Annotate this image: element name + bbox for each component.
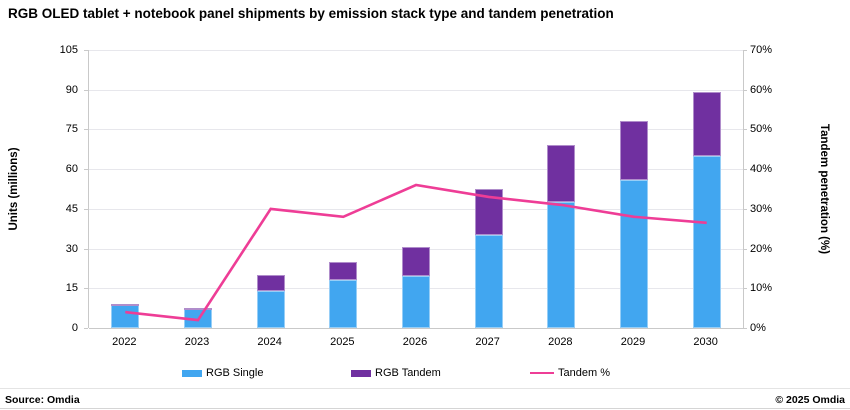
footer-divider: [0, 388, 850, 389]
axis-tick-mark: [743, 129, 747, 131]
x-axis-label-2026: 2026: [402, 336, 428, 348]
x-axis-label-2025: 2025: [330, 336, 355, 348]
right-axis-tick-label: 30%: [750, 202, 773, 215]
gridline: [89, 208, 743, 210]
axis-tick-mark: [84, 248, 88, 250]
left-axis-tick-label: 0: [71, 322, 78, 334]
left-axis-title: Units (millions): [8, 147, 20, 231]
right-axis-tick-label: 10%: [750, 282, 773, 295]
legend-item-tandem-%: Tandem %: [530, 363, 610, 383]
axis-tick-mark: [84, 129, 88, 131]
gridline: [89, 169, 743, 171]
x-axis-label-2027: 2027: [475, 336, 500, 348]
legend-label: RGB Tandem: [375, 367, 441, 379]
legend-swatch-icon: [351, 369, 371, 377]
x-axis-label-2029: 2029: [620, 336, 646, 348]
chart-title: RGB OLED tablet + notebook panel shipmen…: [8, 6, 614, 21]
gridline: [89, 129, 743, 131]
left-axis-tick-label: 90: [65, 83, 78, 96]
right-axis-tick-label: 70%: [750, 44, 773, 56]
gridline: [89, 89, 743, 91]
legend-swatch-icon: [182, 369, 202, 377]
tandem-line-layer: [125, 183, 707, 322]
left-axis-tick-label: 60: [65, 163, 78, 176]
bar-segment-rgb-single-2028: [547, 202, 576, 328]
gridline: [89, 50, 743, 51]
x-axis-label-2022: 2022: [112, 336, 137, 348]
right-axis-tick-label: 50%: [750, 123, 773, 136]
bar-segment-rgb-single-2030: [692, 155, 721, 328]
legend-item-rgb-tandem: RGB Tandem: [351, 363, 441, 383]
bar-segment-rgb-tandem-2025: [329, 261, 358, 281]
left-axis-tick-label: 15: [65, 282, 78, 295]
axis-tick-mark: [743, 169, 747, 171]
axis-tick-mark: [84, 89, 88, 91]
legend-line-marker-icon: [530, 371, 554, 375]
bar-segment-rgb-tandem-2028: [547, 145, 576, 203]
axis-tick-mark: [84, 288, 88, 290]
x-axis-label-2024: 2024: [257, 336, 282, 348]
bar-segment-rgb-single-2024: [256, 290, 285, 328]
axis-tick-mark: [743, 89, 747, 91]
axis-tick-mark: [743, 208, 747, 210]
tandem-percent-line: [125, 183, 707, 322]
left-axis-tick-label: 105: [59, 44, 78, 56]
legend: RGB Single RGB Tandem Tandem %: [0, 363, 850, 383]
legend-label: RGB Single: [206, 367, 264, 379]
axis-tick-mark: [743, 50, 747, 51]
axis-tick-mark: [743, 248, 747, 250]
gridline: [89, 328, 743, 329]
x-axis-label-2023: 2023: [184, 336, 210, 348]
right-axis-title: Tandem penetration (%): [818, 123, 830, 255]
bar-segment-rgb-single-2027: [474, 235, 503, 328]
left-axis-tick-label: 45: [65, 202, 78, 215]
footer-copyright: © 2025 Omdia: [775, 394, 845, 406]
legend-label: Tandem %: [558, 367, 610, 379]
x-axis-label-2028: 2028: [548, 336, 573, 348]
axis-tick-mark: [84, 208, 88, 210]
legend-item-rgb-single: RGB Single: [182, 363, 263, 383]
axis-tick-mark: [84, 328, 88, 329]
right-axis-tick-label: 20%: [750, 242, 773, 255]
left-axis-tick-label: 75: [65, 123, 78, 136]
bar-segment-rgb-tandem-2023: [184, 308, 212, 311]
bottom-border: [0, 408, 850, 409]
left-axis-tick-label: 30: [65, 242, 78, 255]
axis-tick-mark: [84, 50, 88, 51]
bar-segment-rgb-single-2026: [402, 276, 430, 328]
bar-segment-rgb-tandem-2030: [692, 92, 721, 156]
axis-tick-mark: [743, 328, 747, 329]
bar-segment-rgb-single-2025: [329, 280, 358, 328]
bar-segment-rgb-tandem-2026: [402, 247, 430, 277]
right-axis-tick-label: 40%: [750, 163, 773, 176]
bar-segment-rgb-tandem-2024: [256, 275, 285, 291]
plot-area: [88, 50, 744, 329]
bar-segment-rgb-single-2029: [620, 179, 648, 328]
bar-segment-rgb-tandem-2022: [111, 303, 140, 306]
footer-source: Source: Omdia: [5, 394, 80, 406]
x-axis-label-2030: 2030: [693, 336, 718, 348]
axis-tick-mark: [743, 288, 747, 290]
right-axis-tick-label: 60%: [750, 83, 773, 96]
right-axis-tick-label: 0%: [750, 322, 766, 334]
axis-tick-mark: [84, 169, 88, 171]
bar-segment-rgb-tandem-2029: [620, 121, 648, 180]
